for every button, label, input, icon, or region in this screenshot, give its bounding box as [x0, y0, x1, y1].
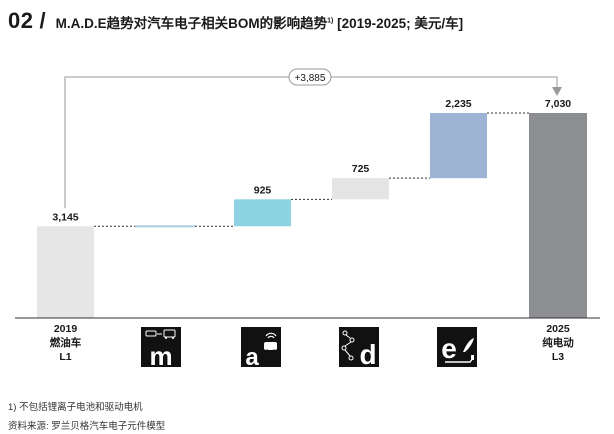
chart-title-footnote-ref: 1): [327, 17, 334, 25]
category-end-level: L3: [552, 351, 564, 363]
electrification-icon: e: [437, 327, 477, 367]
difference-badge: [288, 68, 332, 86]
value-label-start: 3,145: [52, 211, 78, 223]
category-start-name: 燃油车: [50, 336, 82, 349]
mobility-icon: m: [141, 327, 181, 371]
section-number: 02: [8, 8, 34, 33]
footnote-source: 资料来源: 罗兰贝格汽车电子元件模型: [8, 421, 166, 432]
digitalization-icon: d: [339, 327, 379, 370]
bar-d: [332, 178, 389, 200]
footnote-1: 1) 不包括锂离子电池和驱动电机: [8, 402, 143, 413]
digitalization-letter: d: [359, 339, 376, 370]
bar-a: [234, 199, 291, 227]
difference-arrow: [552, 87, 562, 96]
category-start-level: L1: [59, 351, 71, 363]
electrification-letter: e: [441, 333, 457, 364]
bar-m: [135, 225, 195, 228]
autonomous-icon: a: [241, 327, 281, 371]
difference-label: +3,885: [295, 73, 326, 84]
value-label-end: 7,030: [545, 98, 571, 110]
section-slash: /: [39, 8, 46, 33]
value-label-e: 2,235: [445, 98, 471, 110]
value-label-a: 925: [254, 184, 272, 196]
category-start-year: 2019: [54, 323, 78, 335]
bar-e: [430, 113, 487, 179]
category-end-name: 纯电动: [542, 336, 574, 349]
autonomous-letter: a: [245, 344, 259, 371]
chart-title: M.A.D.E趋势对汽车电子相关BOM的影响趋势1) [2019-2025; 美…: [56, 12, 464, 32]
bar-end: [529, 113, 587, 318]
bar-start: [37, 226, 94, 318]
chart-header: 02 / M.A.D.E趋势对汽车电子相关BOM的影响趋势1) [2019-20…: [8, 8, 463, 34]
category-end-year: 2025: [546, 323, 570, 335]
chart-title-range: [2019-2025; 美元/车]: [333, 16, 464, 31]
value-label-d: 725: [352, 163, 370, 175]
mobility-letter: m: [149, 341, 172, 371]
chart-title-main: M.A.D.E趋势对汽车电子相关BOM的影响趋势: [55, 16, 328, 31]
